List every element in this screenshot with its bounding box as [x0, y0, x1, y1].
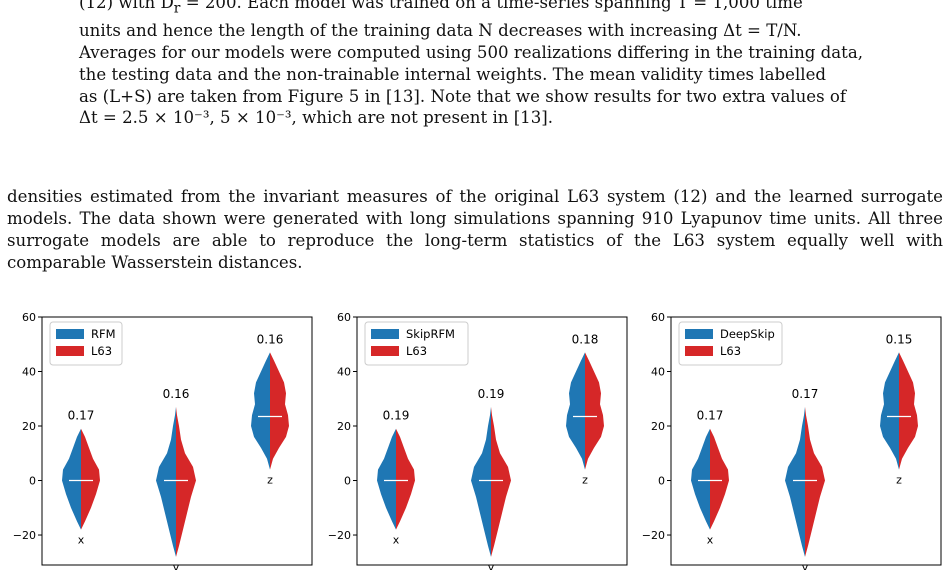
- legend-swatch-l63: [685, 346, 713, 356]
- category-label-y: y: [488, 561, 495, 570]
- legend-swatch-model: [685, 329, 713, 339]
- y-tick-label: 0: [658, 475, 665, 488]
- y-tick-label: −20: [642, 529, 665, 542]
- y-tick-label: −20: [13, 529, 36, 542]
- body-paragraph-text: densities estimated from the invariant m…: [7, 187, 943, 272]
- y-tick-label: 20: [651, 420, 665, 433]
- violin-y-l63-half: [176, 406, 196, 557]
- wasserstein-label-y: 0.17: [792, 387, 819, 401]
- violin-y-l63-half: [491, 406, 511, 557]
- wasserstein-label-z: 0.18: [572, 332, 599, 346]
- violin-y-l63-half: [805, 406, 825, 557]
- category-label-z: z: [582, 474, 588, 487]
- category-label-x: x: [78, 534, 85, 547]
- y-tick-label: 60: [337, 311, 351, 324]
- caption-line-4: the testing data and the non-trainable i…: [79, 64, 827, 84]
- y-tick-label: −20: [328, 529, 351, 542]
- caption-line-3: Averages for our models were computed us…: [79, 42, 864, 62]
- category-label-x: x: [393, 534, 400, 547]
- wasserstein-label-z: 0.16: [257, 332, 284, 346]
- axes-frame: [356, 316, 628, 566]
- violin-x-model-half: [377, 428, 396, 530]
- legend-entry-l63: L63: [91, 344, 112, 358]
- violin-panel-1: −20 0 20 40 60 x 0.17 y 0.16 z 0.16 RFM L63: [13, 311, 313, 570]
- wasserstein-label-y: 0.19: [478, 387, 505, 401]
- violin-panel-3: −20 0 20 40 60 x 0.17 y 0.17 z 0.15 DeepSkip L63: [642, 311, 942, 570]
- y-tick-label: 40: [22, 366, 36, 379]
- category-label-z: z: [896, 474, 902, 487]
- y-tick-label: 60: [651, 311, 665, 324]
- y-tick-label: 0: [344, 475, 351, 488]
- wasserstein-label-x: 0.17: [697, 409, 724, 423]
- violin-x-model-half: [691, 428, 710, 530]
- y-tick-label: 20: [337, 420, 351, 433]
- wasserstein-label-z: 0.15: [886, 332, 913, 346]
- violin-z-model-half: [880, 352, 899, 470]
- y-tick-label: 60: [22, 311, 36, 324]
- axes-frame: [41, 316, 313, 566]
- axes-frame: [670, 316, 942, 566]
- category-label-z: z: [267, 474, 273, 487]
- caption-line-5: as (L+S) are taken from Figure 5 in [13]…: [79, 86, 847, 106]
- legend-swatch-model: [371, 329, 399, 339]
- category-label-y: y: [802, 561, 809, 570]
- violin-y-model-half: [785, 406, 805, 557]
- y-tick-label: 40: [337, 366, 351, 379]
- violin-x-l63-half: [710, 428, 729, 530]
- legend-entry-model: SkipRFM: [406, 327, 455, 341]
- violin-y-model-half: [471, 406, 491, 557]
- caption-line-1: (12) with Dr = 200. Each model was train…: [79, 0, 803, 17]
- legend: RFM L63: [49, 321, 123, 366]
- wasserstein-label-y: 0.16: [163, 387, 190, 401]
- legend-entry-model: RFM: [91, 327, 116, 341]
- category-label-x: x: [707, 534, 714, 547]
- legend: DeepSkip L63: [678, 321, 783, 366]
- violin-panel-2: −20 0 20 40 60 x 0.19 y 0.19 z 0.18 SkipRFM L63: [328, 311, 628, 570]
- violin-z-l63-half: [899, 352, 918, 470]
- caption-line-6: Δt = 2.5 × 10⁻³, 5 × 10⁻³, which are not…: [79, 108, 554, 128]
- violin-y-model-half: [156, 406, 176, 557]
- violin-x-l63-half: [81, 428, 100, 530]
- violin-plots-figure: −20 0 20 40 60 x 0.17 y 0.16 z 0.16 RFM L63 −20 0 20 40 6…: [13, 311, 942, 570]
- wasserstein-label-x: 0.17: [68, 409, 95, 423]
- body-paragraph: densities estimated from the invariant m…: [7, 186, 943, 274]
- violin-z-model-half: [251, 352, 270, 470]
- violin-x-l63-half: [396, 428, 415, 530]
- y-tick-label: 0: [29, 475, 36, 488]
- violin-z-model-half: [566, 352, 585, 470]
- category-label-y: y: [173, 561, 180, 570]
- wasserstein-label-x: 0.19: [383, 409, 410, 423]
- legend: SkipRFM L63: [364, 321, 469, 366]
- legend-swatch-l63: [56, 346, 84, 356]
- legend-entry-model: DeepSkip: [720, 327, 775, 341]
- y-tick-label: 20: [22, 420, 36, 433]
- caption-line-2: units and hence the length of the traini…: [79, 21, 802, 41]
- violin-x-model-half: [62, 428, 81, 530]
- y-tick-label: 40: [651, 366, 665, 379]
- legend-entry-l63: L63: [406, 344, 427, 358]
- legend-swatch-model: [56, 329, 84, 339]
- violin-z-l63-half: [270, 352, 289, 470]
- table-caption: (12) with Dr = 200. Each model was train…: [79, 0, 874, 129]
- violin-z-l63-half: [585, 352, 604, 470]
- legend-swatch-l63: [371, 346, 399, 356]
- legend-entry-l63: L63: [720, 344, 741, 358]
